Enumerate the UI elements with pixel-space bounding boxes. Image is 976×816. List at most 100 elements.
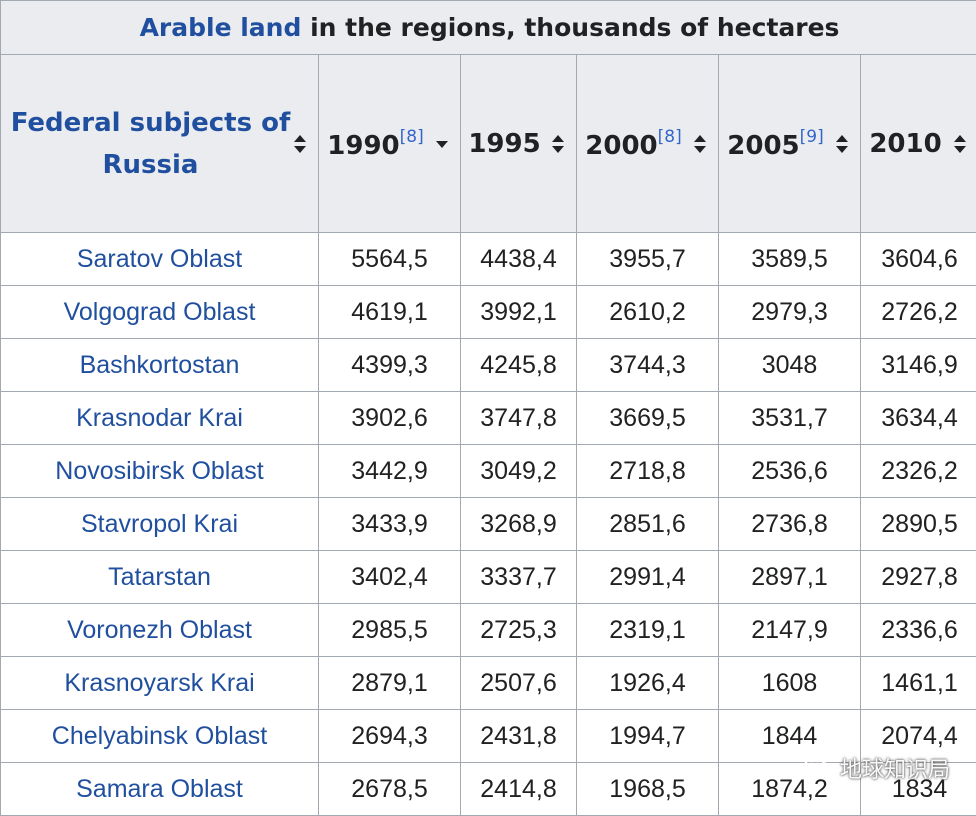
value-2010: 1834	[860, 762, 976, 816]
column-header-1995[interactable]: 1995	[460, 54, 577, 233]
table-row: Chelyabinsk Oblast 2694,3 2431,8 1994,7 …	[0, 709, 976, 763]
column-header-label: 1990	[327, 130, 400, 161]
value-2000: 3744,3	[576, 338, 719, 392]
column-header-label: Federal subjects of Russia	[10, 107, 291, 180]
caption-link[interactable]: Arable land	[139, 13, 302, 42]
value-2000: 2851,6	[576, 497, 719, 551]
header-row: Federal subjects of Russia 1990[8] 1995 …	[0, 54, 976, 233]
region-link[interactable]: Krasnoyarsk Krai	[0, 656, 319, 710]
value-2010: 2726,2	[860, 285, 976, 339]
value-1990: 4619,1	[318, 285, 461, 339]
value-2005: 2147,9	[718, 603, 861, 657]
value-2000: 2991,4	[576, 550, 719, 604]
region-link[interactable]: Bashkortostan	[0, 338, 319, 392]
sort-both-icon[interactable]	[294, 134, 306, 153]
value-1990: 3902,6	[318, 391, 461, 445]
value-1990: 4399,3	[318, 338, 461, 392]
column-header-subject[interactable]: Federal subjects of Russia	[0, 54, 319, 233]
table-row: Krasnoyarsk Krai 2879,1 2507,6 1926,4 16…	[0, 656, 976, 710]
region-link[interactable]: Chelyabinsk Oblast	[0, 709, 319, 763]
region-link[interactable]: Tatarstan	[0, 550, 319, 604]
column-header-2010[interactable]: 2010	[860, 54, 976, 233]
value-2000: 2610,2	[576, 285, 719, 339]
column-header-label: 2010	[869, 128, 942, 159]
region-link[interactable]: Stavropol Krai	[0, 497, 319, 551]
value-2005: 1844	[718, 709, 861, 763]
value-2010: 2326,2	[860, 444, 976, 498]
sort-both-icon[interactable]	[552, 134, 564, 153]
value-1995: 3049,2	[460, 444, 577, 498]
watermark: 地球知识局	[803, 752, 950, 784]
table-row: Novosibirsk Oblast 3442,9 3049,2 2718,8 …	[0, 444, 976, 498]
reference-link[interactable]: [8]	[657, 126, 682, 147]
column-header-label: 2005	[727, 130, 800, 161]
value-1990: 2694,3	[318, 709, 461, 763]
table-row: Saratov Oblast 5564,5 4438,4 3955,7 3589…	[0, 232, 976, 286]
column-header-2000[interactable]: 2000[8]	[576, 54, 719, 233]
caption-text: in the regions, thousands of hectares	[301, 13, 840, 42]
watermark-text: 地球知识局	[839, 758, 950, 783]
reference-link[interactable]: [8]	[399, 126, 424, 147]
value-1995: 3337,7	[460, 550, 577, 604]
value-2005: 1874,2	[718, 762, 861, 816]
table-row: Volgograd Oblast 4619,1 3992,1 2610,2 29…	[0, 285, 976, 339]
column-header-2005[interactable]: 2005[9]	[718, 54, 861, 233]
table-row: Stavropol Krai 3433,9 3268,9 2851,6 2736…	[0, 497, 976, 551]
region-link[interactable]: Novosibirsk Oblast	[0, 444, 319, 498]
region-link[interactable]: Volgograd Oblast	[0, 285, 319, 339]
value-2010: 3146,9	[860, 338, 976, 392]
value-2010: 2074,4	[860, 709, 976, 763]
table-row: Krasnodar Krai 3902,6 3747,8 3669,5 3531…	[0, 391, 976, 445]
value-2005: 1608	[718, 656, 861, 710]
wechat-icon	[803, 756, 834, 780]
table-row: Tatarstan 3402,4 3337,7 2991,4 2897,1 29…	[0, 550, 976, 604]
value-2010: 2336,6	[860, 603, 976, 657]
sort-both-icon[interactable]	[694, 134, 706, 153]
value-1990: 3442,9	[318, 444, 461, 498]
sort-both-icon[interactable]	[836, 134, 848, 153]
value-1995: 4438,4	[460, 232, 577, 286]
value-1990: 5564,5	[318, 232, 461, 286]
value-1995: 3268,9	[460, 497, 577, 551]
value-2010: 3604,6	[860, 232, 976, 286]
value-2000: 3669,5	[576, 391, 719, 445]
value-2000: 1968,5	[576, 762, 719, 816]
value-2000: 1994,7	[576, 709, 719, 763]
value-2000: 2718,8	[576, 444, 719, 498]
region-link[interactable]: Samara Oblast	[0, 762, 319, 816]
sort-both-icon[interactable]	[954, 134, 966, 153]
value-2005: 2979,3	[718, 285, 861, 339]
value-2005: 3531,7	[718, 391, 861, 445]
value-2005: 2536,6	[718, 444, 861, 498]
value-1995: 3747,8	[460, 391, 577, 445]
value-1995: 2725,3	[460, 603, 577, 657]
value-1990: 2678,5	[318, 762, 461, 816]
reference-link[interactable]: [9]	[799, 126, 824, 147]
value-1990: 2879,1	[318, 656, 461, 710]
value-1990: 3433,9	[318, 497, 461, 551]
region-link[interactable]: Voronezh Oblast	[0, 603, 319, 657]
value-2010: 3634,4	[860, 391, 976, 445]
table-row: Samara Oblast 2678,5 2414,8 1968,5 1874,…	[0, 762, 976, 816]
value-1995: 2507,6	[460, 656, 577, 710]
table-row: Voronezh Oblast 2985,5 2725,3 2319,1 214…	[0, 603, 976, 657]
sort-descending-icon[interactable]	[436, 135, 448, 153]
value-1990: 3402,4	[318, 550, 461, 604]
column-header-1990[interactable]: 1990[8]	[318, 54, 461, 233]
value-2010: 2890,5	[860, 497, 976, 551]
value-2000: 2319,1	[576, 603, 719, 657]
table-row: Bashkortostan 4399,3 4245,8 3744,3 3048 …	[0, 338, 976, 392]
value-1995: 2414,8	[460, 762, 577, 816]
value-1995: 2431,8	[460, 709, 577, 763]
value-1990: 2985,5	[318, 603, 461, 657]
value-2010: 2927,8	[860, 550, 976, 604]
region-link[interactable]: Krasnodar Krai	[0, 391, 319, 445]
table-caption: Arable land in the regions, thousands of…	[0, 0, 976, 54]
value-2005: 3048	[718, 338, 861, 392]
value-1995: 3992,1	[460, 285, 577, 339]
value-2000: 3955,7	[576, 232, 719, 286]
value-1995: 4245,8	[460, 338, 577, 392]
value-2010: 1461,1	[860, 656, 976, 710]
region-link[interactable]: Saratov Oblast	[0, 232, 319, 286]
